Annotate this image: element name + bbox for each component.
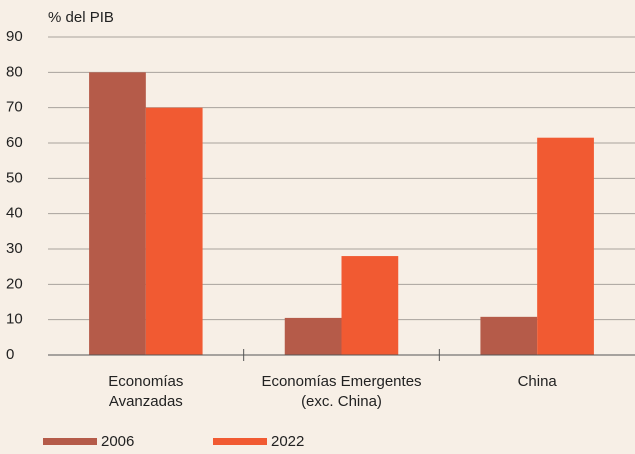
legend-label: 2022	[271, 433, 304, 450]
y-tick-label: 60	[6, 134, 23, 151]
y-tick-label: 90	[6, 28, 23, 45]
bar	[284, 317, 342, 355]
y-tick-label: 30	[6, 240, 23, 257]
bar	[89, 72, 146, 355]
x-tick-label: Economías Emergentes (exc. China)	[261, 373, 421, 410]
bar	[537, 137, 594, 355]
bar	[145, 107, 203, 356]
y-tick-label: 10	[6, 311, 23, 328]
y-tick-label: 50	[6, 169, 23, 186]
legend-label: 2006	[101, 433, 134, 450]
y-tick-label: 0	[6, 346, 14, 363]
y-tick-label: 40	[6, 205, 23, 222]
legend-swatch	[43, 438, 97, 445]
bar	[480, 316, 538, 355]
y-tick-label: 20	[6, 275, 23, 292]
legend-swatch	[213, 438, 267, 445]
x-tick-label: Economías Avanzadas	[108, 373, 183, 410]
x-tick-label: China	[518, 373, 558, 390]
bar	[341, 256, 399, 355]
y-tick-label: 80	[6, 63, 23, 80]
y-tick-label: 70	[6, 99, 23, 116]
y-axis-label: % del PIB	[48, 9, 114, 26]
